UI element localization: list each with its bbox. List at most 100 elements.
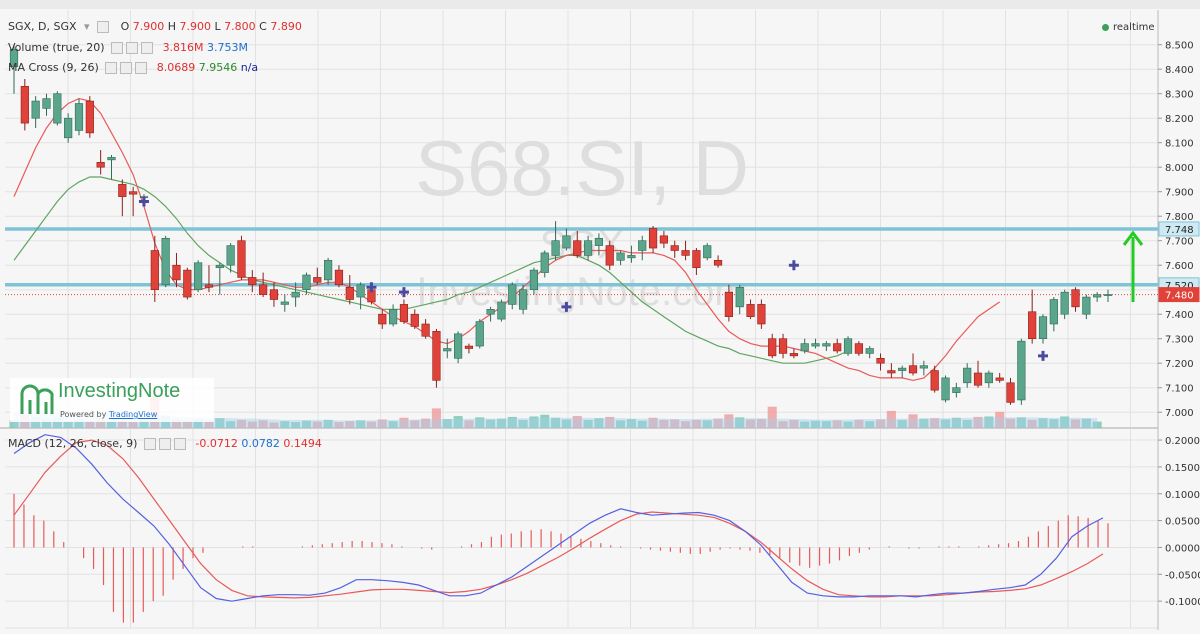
settings-icon[interactable] — [97, 21, 110, 33]
candle-body — [908, 365, 918, 374]
volume-legend-label[interactable]: Volume (true, 20) — [8, 41, 105, 54]
gear-icon[interactable] — [158, 438, 171, 450]
candle-body — [681, 250, 690, 256]
open-value: 7.900 — [132, 20, 165, 33]
volume-bar — [626, 419, 636, 428]
candle-layer — [9, 44, 1113, 405]
candle-body — [497, 301, 506, 320]
watermark-site: InvestingNote.com — [416, 270, 747, 314]
candle-body — [919, 365, 928, 369]
ma-fast-line — [13, 97, 1001, 382]
volume-bar — [1027, 419, 1037, 428]
candle-body — [984, 372, 993, 384]
macd-hist-value: -0.0712 — [195, 437, 238, 450]
candle-body — [31, 100, 40, 119]
candle-body — [898, 367, 907, 371]
candle-body — [703, 245, 712, 259]
volume-ma-value: 3.753M — [207, 41, 249, 54]
candle-body — [161, 237, 170, 286]
candle-body — [800, 343, 809, 352]
candle-body — [107, 157, 116, 161]
close-icon[interactable] — [135, 62, 148, 74]
candle-body — [64, 117, 73, 139]
price-tick-label: 8.500 — [1165, 41, 1194, 52]
candle-body — [1071, 289, 1080, 308]
logo-brand: InvestingNote — [58, 380, 181, 402]
volume-bar — [778, 421, 788, 428]
volume-bar — [1016, 417, 1026, 428]
volume-bar — [1081, 418, 1091, 428]
volume-bar — [345, 421, 355, 428]
price-axis-bg — [1158, 10, 1200, 630]
ma-slow-value: 7.9546 — [198, 61, 238, 74]
candle-body — [735, 286, 744, 308]
investingnote-logo[interactable]: InvestingNote Powered by TradingView — [10, 378, 214, 422]
gear-icon[interactable] — [120, 62, 133, 74]
macd-tick-label: -0.0500 — [1165, 570, 1200, 581]
ma-cross-legend-label[interactable]: MA Cross (9, 26) — [8, 61, 99, 74]
volume-bar — [691, 419, 701, 428]
realtime-label: realtime — [1113, 22, 1155, 33]
macd-tick-label: 0.1500 — [1165, 463, 1200, 474]
candle-body — [269, 289, 279, 300]
volume-bar — [551, 417, 561, 428]
volume-bar — [269, 422, 279, 428]
high-label: H — [167, 20, 177, 33]
price-tick-label: 8.100 — [1165, 139, 1194, 150]
volume-bar — [724, 414, 734, 428]
candle-body — [768, 338, 777, 357]
eye-icon[interactable] — [105, 62, 118, 74]
candle-body — [356, 284, 365, 298]
volume-bar — [995, 411, 1005, 428]
gear-icon[interactable] — [126, 42, 139, 54]
candle-body — [291, 291, 300, 298]
candle-body — [215, 264, 224, 268]
close-icon[interactable] — [173, 438, 186, 450]
volume-bar — [800, 421, 810, 428]
volume-bar — [616, 420, 626, 428]
chevron-down-icon[interactable]: ▾ — [84, 20, 90, 33]
close-label: C — [259, 20, 267, 33]
candle-body — [53, 93, 62, 124]
top-toolbar — [0, 0, 1200, 9]
candle-body — [454, 333, 463, 359]
close-icon[interactable] — [141, 42, 154, 54]
macd-legend-label[interactable]: MACD (12, 26, close, 9) — [8, 437, 138, 450]
volume-bar — [930, 418, 940, 428]
macd-tick-label: 0.0000 — [1165, 543, 1200, 554]
macd-tick-label: 0.1000 — [1165, 490, 1200, 501]
candle-body — [204, 284, 214, 288]
volume-bar — [496, 418, 506, 428]
candle-body — [887, 370, 896, 374]
symbol-label[interactable]: SGX, D, SGX — [8, 20, 77, 33]
volume-bar — [940, 419, 951, 428]
volume-bar — [746, 419, 756, 428]
volume-bar — [301, 420, 312, 428]
volume-bar — [594, 418, 604, 428]
volume-bar — [886, 410, 896, 428]
candle-body — [9, 49, 19, 68]
high-value: 7.900 — [179, 20, 212, 33]
powered-by-label: Powered by — [60, 410, 107, 419]
logo-icon — [20, 384, 54, 414]
ma-cross-marker — [366, 282, 377, 293]
price-tick-label: 7.200 — [1165, 359, 1194, 370]
candle-body — [1028, 311, 1037, 340]
eye-icon[interactable] — [143, 438, 156, 450]
volume-bar — [236, 419, 247, 428]
volume-bar — [204, 420, 214, 428]
candle-body — [432, 331, 441, 381]
volume-bar — [648, 417, 658, 428]
volume-bar — [280, 421, 290, 428]
candle-body — [1103, 294, 1113, 296]
candle-body — [843, 338, 853, 354]
candle-body — [833, 343, 842, 352]
candle-body — [334, 269, 344, 286]
candle-body — [529, 269, 539, 291]
candle-body — [757, 304, 766, 325]
macd-tick-label: -0.1000 — [1165, 597, 1200, 608]
eye-icon[interactable] — [111, 42, 124, 54]
tradingview-link[interactable]: TradingView — [108, 410, 158, 419]
volume-bar — [139, 420, 149, 428]
